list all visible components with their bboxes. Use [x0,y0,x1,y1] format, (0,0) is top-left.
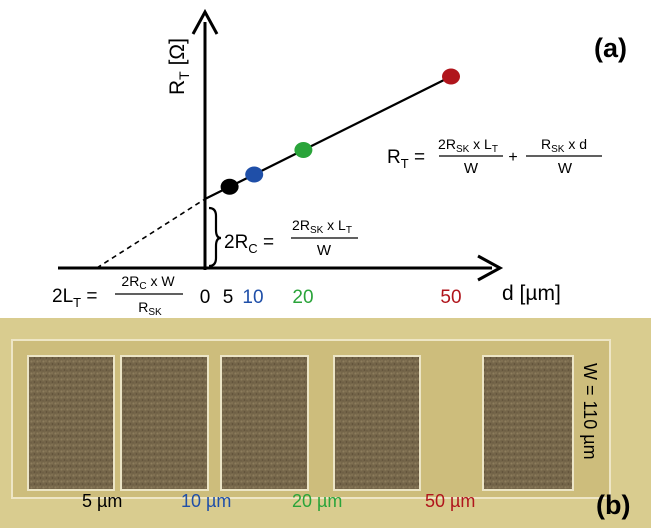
formula-rt: RT = 2RSK x LT W + RSK x d W [387,136,602,177]
y-axis-label-sub: T [176,71,192,80]
svg-text:2RSK x LT: 2RSK x LT [438,136,498,155]
svg-text:+: + [508,149,517,166]
svg-text:2RC =: 2RC = [224,232,274,256]
panel-a-plot: 0 5 10 20 50 d [µm] RT [Ω] (a) RT = 2RSK… [52,8,627,318]
x-tick-label-50: 50 [440,287,461,308]
gap-label-5um: 5 µm [82,491,122,511]
x-axis-arrowhead [477,254,504,282]
svg-text:W: W [317,242,332,259]
svg-text:2LT =: 2LT = [52,286,97,310]
x-tick-label-5: 5 [223,287,234,308]
svg-text:RSK: RSK [138,299,162,318]
y-axis-label-unit: [Ω] [166,38,189,71]
x-tick-label-0: 0 [200,287,211,308]
contact-pad [482,355,574,491]
contact-pad [220,355,309,491]
gap-label-20um: 20 µm [292,491,342,511]
curly-brace [208,206,222,268]
contact-pad [333,355,421,491]
x-tick-label-20: 20 [292,287,313,308]
svg-text:W: W [558,160,573,177]
svg-text:2RC x W: 2RC x W [121,273,175,292]
data-points [220,68,460,195]
gap-label-10um: 10 µm [181,491,231,511]
y-axis-label-main: R [166,80,189,95]
fit-line [204,75,452,200]
svg-text:W: W [464,160,479,177]
formula-lt: 2LT = 2RC x W RSK [52,273,183,318]
svg-text:RT =: RT = [387,147,425,171]
extrapolation-dashed-line [96,198,206,269]
gap-label-50um: 50 µm [425,491,475,511]
y-axis-arrowhead [191,8,219,35]
contact-pads [27,355,574,491]
x-tick-label-10: 10 [242,287,263,308]
width-label: W = 110 µm [580,363,600,460]
y-axis-label: RT [Ω] [166,38,192,95]
svg-text:2RSK x LT: 2RSK x LT [292,217,352,236]
formula-rc: 2RC = 2RSK x LT W [224,217,358,259]
contact-pad [27,355,115,491]
data-point-d20 [294,142,313,158]
contact-pad [120,355,209,491]
panel-a-label: (a) [594,33,627,63]
data-point-d10 [245,166,264,183]
svg-text:RSK x d: RSK x d [541,136,587,155]
x-axis-label: d [µm] [502,282,561,305]
panel-b-micrograph: 5 µm 10 µm 20 µm 50 µm W = 110 µm (b) [0,318,651,528]
data-point-d50 [442,68,460,85]
panel-b-label: (b) [596,490,630,520]
data-point-d5 [220,178,239,195]
